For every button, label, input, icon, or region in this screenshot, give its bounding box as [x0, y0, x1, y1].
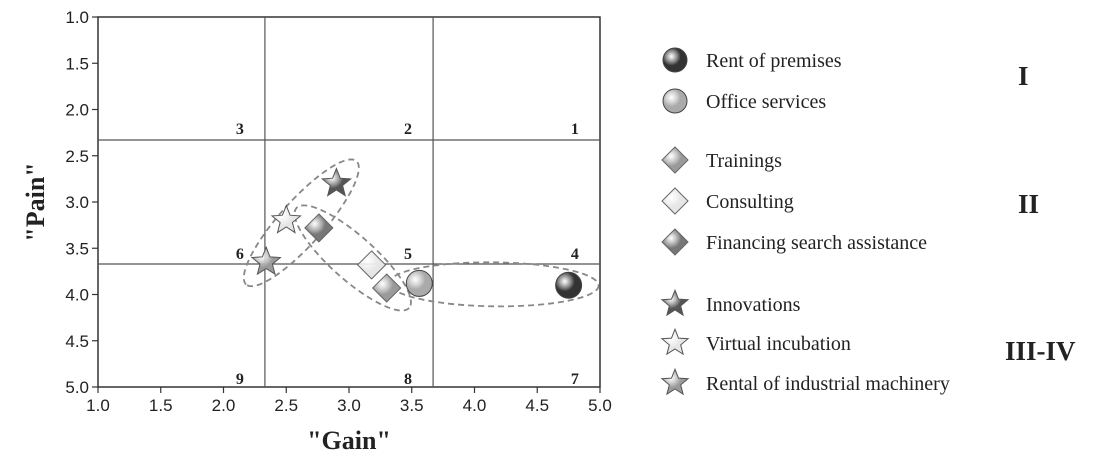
x-tick-label: 2.0 [212, 396, 236, 415]
zone-label-9: 9 [236, 371, 244, 388]
x-tick-label: 1.0 [86, 396, 110, 415]
zone-label-8: 8 [404, 371, 412, 388]
legend-label-office-services: Office services [706, 91, 826, 113]
x-tick-label: 3.5 [400, 396, 424, 415]
legend-group-label-ii: II [1018, 189, 1039, 219]
y-tick-label: 1.0 [65, 8, 89, 27]
legend-marker-consulting [661, 187, 689, 215]
legend-label-rental-of-industrial-machinery: Rental of industrial machinery [706, 373, 950, 395]
legend-group-label-iii-iv: III-IV [1005, 336, 1076, 366]
x-tick-label: 4.5 [525, 396, 549, 415]
legend-label-consulting: Consulting [706, 191, 794, 213]
zone-label-1: 1 [571, 121, 579, 138]
data-point-innovations [320, 167, 352, 197]
zone-label-2: 2 [404, 121, 412, 138]
legend-marker-office-services [662, 88, 688, 114]
y-tick-label: 2.5 [65, 147, 89, 166]
x-tick-label: 1.5 [149, 396, 173, 415]
y-tick-label: 1.5 [65, 54, 89, 73]
zone-label-7: 7 [571, 371, 579, 388]
x-tick-label: 2.5 [274, 396, 298, 415]
legend-marker-financing-search-assistance [661, 228, 689, 256]
group-ellipse-2 [293, 204, 412, 312]
y-tick-label: 3.0 [65, 193, 89, 212]
legend-label-rent-of-premises: Rent of premises [706, 50, 842, 72]
y-tick-label: 2.0 [65, 101, 89, 120]
data-point-trainings [371, 273, 402, 303]
zone-label-5: 5 [404, 246, 412, 263]
y-tick-label: 4.5 [65, 332, 89, 351]
legend-marker-rental-of-industrial-machinery [660, 367, 690, 396]
legend-marker-virtual-incubation [660, 327, 690, 356]
x-tick-label: 5.0 [588, 396, 612, 415]
zone-label-6: 6 [236, 246, 244, 263]
zone-label-3: 3 [236, 121, 244, 138]
plot-area [97, 16, 601, 388]
data-point-virtual-incubation [270, 204, 302, 234]
legend-label-financing-search-assistance: Financing search assistance [706, 232, 927, 254]
zone-label-4: 4 [571, 246, 579, 263]
y-tick-label: 4.0 [65, 286, 89, 305]
legend-group-label-i: I [1018, 61, 1029, 91]
legend-label-virtual-incubation: Virtual incubation [706, 333, 851, 355]
legend-marker-rent-of-premises [662, 47, 688, 73]
x-tick-label: 4.0 [463, 396, 487, 415]
data-point-consulting [356, 250, 387, 280]
legend-label-innovations: Innovations [706, 294, 801, 316]
data-point-financing-search-assistance [304, 213, 334, 243]
x-tick-label: 3.0 [337, 396, 361, 415]
data-point-rental-of-industrial-machinery [250, 245, 282, 276]
legend-marker-trainings [661, 146, 689, 174]
data-point-rent-of-premises [555, 271, 583, 299]
legend-marker-innovations [660, 288, 690, 317]
y-tick-label: 3.5 [65, 239, 89, 258]
x-axis-title: "Gain" [307, 426, 391, 455]
y-tick-label: 5.0 [65, 378, 89, 397]
group-ellipse-1 [242, 158, 360, 288]
y-axis-title: "Pain" [21, 162, 50, 241]
legend-label-trainings: Trainings [706, 150, 782, 172]
data-point-office-services [405, 269, 433, 297]
